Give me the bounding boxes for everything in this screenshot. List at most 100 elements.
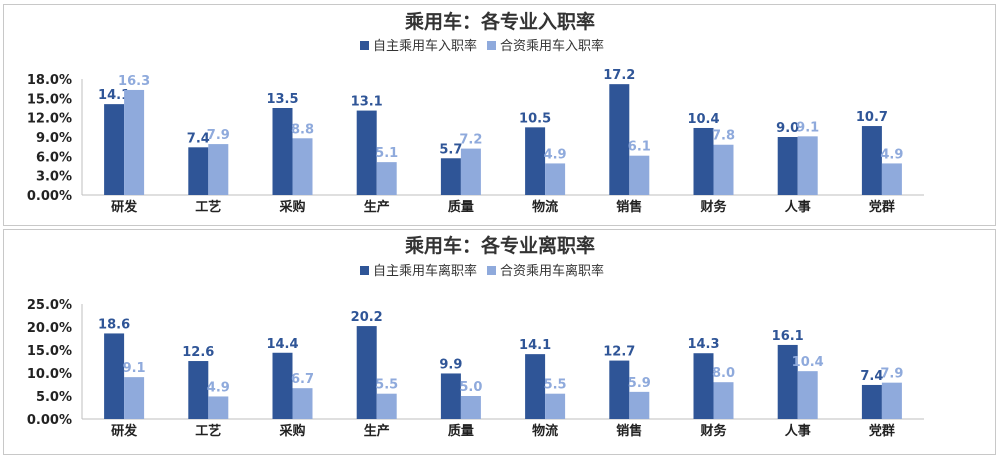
turnover-bar-joint-6	[545, 393, 566, 419]
hiring-data-label: 13.5	[266, 92, 298, 107]
hiring-legend-label-1: 自主乘用车入职率	[373, 38, 477, 54]
hiring-x-category-label: 物流	[532, 199, 558, 215]
turnover-bar-domestic-6	[525, 354, 546, 419]
turnover-y-tick-label: 5.0%	[36, 390, 72, 405]
hiring-bar-joint-7	[629, 155, 650, 195]
hiring-data-label: 4.9	[880, 147, 903, 162]
hiring-x-category-label: 研发	[111, 199, 138, 215]
turnover-x-category-label: 质量	[448, 423, 474, 439]
hiring-bar-joint-1	[124, 89, 145, 195]
hiring-y-tick-label: 9.0%	[36, 131, 72, 146]
hiring-x-category-label: 销售	[616, 199, 642, 215]
turnover-bar-joint-2	[208, 396, 229, 419]
turnover-legend-label-1: 自主乘用车离职率	[373, 263, 477, 279]
turnover-bar-domestic-3	[272, 352, 293, 419]
hiring-bar-joint-8	[713, 144, 734, 195]
turnover-legend-swatch-2	[487, 266, 496, 275]
hiring-bar-domestic-10	[861, 126, 882, 195]
hiring-bar-domestic-4	[356, 110, 377, 195]
turnover-bar-domestic-5	[440, 373, 461, 419]
turnover-bar-joint-4	[376, 393, 397, 419]
hiring-chart-title: 乘用车：各专业入职率	[404, 10, 595, 33]
hiring-y-tick-label: 3.0%	[36, 170, 72, 185]
turnover-x-category-label: 党群	[869, 423, 895, 439]
hiring-bar-joint-9	[797, 136, 818, 195]
turnover-bar-joint-9	[797, 371, 818, 419]
turnover-data-label: 5.9	[628, 376, 651, 391]
hiring-bar-joint-5	[460, 148, 481, 195]
turnover-bar-domestic-4	[356, 326, 377, 419]
hiring-data-label: 7.4	[187, 131, 210, 146]
hiring-bar-domestic-9	[777, 137, 798, 195]
turnover-chart-title: 乘用车：各专业离职率	[404, 234, 595, 257]
turnover-y-tick-label: 0.00%	[27, 413, 72, 428]
turnover-y-tick-label: 15.0%	[27, 344, 72, 359]
turnover-data-label: 12.7	[603, 345, 635, 360]
turnover-x-category-label: 销售	[616, 423, 642, 439]
hiring-data-label: 10.5	[519, 111, 551, 126]
hiring-y-tick-label: 18.0%	[27, 73, 72, 88]
hiring-data-label: 4.9	[544, 147, 567, 162]
turnover-y-tick-label: 25.0%	[27, 298, 72, 313]
turnover-bar-joint-10	[881, 382, 902, 419]
hiring-legend-swatch-2	[487, 41, 496, 50]
hiring-bar-domestic-2	[188, 147, 209, 195]
turnover-bar-domestic-2	[188, 361, 209, 419]
turnover-data-label: 12.6	[182, 345, 214, 360]
hiring-bar-joint-2	[208, 144, 229, 195]
turnover-data-label: 20.2	[351, 310, 383, 325]
hiring-legend-swatch-1	[360, 41, 369, 50]
turnover-data-label: 9.9	[439, 357, 462, 372]
turnover-data-label: 18.6	[98, 317, 130, 332]
turnover-data-label: 16.1	[772, 329, 804, 344]
hiring-x-category-label: 财务	[700, 199, 727, 215]
turnover-data-label: 4.9	[207, 380, 230, 395]
hiring-data-label: 9.0	[776, 121, 799, 136]
hiring-data-label: 17.2	[603, 68, 635, 83]
turnover-legend-swatch-1	[360, 266, 369, 275]
turnover-x-category-label: 采购	[278, 423, 305, 439]
turnover-x-category-label: 工艺	[195, 423, 221, 439]
turnover-bar-joint-5	[460, 396, 481, 419]
turnover-bar-joint-7	[629, 391, 650, 419]
turnover-x-category-label: 人事	[785, 423, 811, 439]
hiring-bar-domestic-6	[525, 127, 546, 195]
turnover-bar-joint-1	[124, 377, 145, 419]
hiring-bar-domestic-8	[693, 127, 714, 195]
hiring-bar-domestic-5	[440, 158, 461, 195]
hiring-x-category-label: 党群	[869, 199, 895, 215]
hiring-data-label: 5.1	[375, 146, 398, 161]
turnover-x-category-label: 财务	[700, 423, 727, 439]
hiring-data-label: 7.2	[459, 133, 482, 148]
hiring-x-category-label: 质量	[448, 199, 474, 215]
turnover-data-label: 5.5	[544, 378, 567, 393]
hiring-y-tick-label: 0.00%	[27, 189, 72, 204]
turnover-bar-domestic-10	[861, 384, 882, 419]
turnover-bar-domestic-7	[609, 360, 630, 419]
hiring-data-label: 6.1	[628, 140, 651, 155]
hiring-legend-label-2: 合资乘用车入职率	[500, 38, 604, 54]
turnover-x-category-label: 生产	[364, 423, 390, 439]
hiring-data-label: 16.3	[118, 74, 150, 89]
hiring-data-label: 5.7	[439, 142, 462, 157]
hiring-data-label: 7.9	[207, 128, 230, 143]
turnover-y-tick-label: 10.0%	[27, 367, 72, 382]
turnover-bar-domestic-9	[777, 344, 798, 419]
hiring-bar-joint-3	[292, 138, 313, 195]
turnover-bar-domestic-1	[104, 333, 125, 419]
hiring-x-category-label: 采购	[278, 199, 305, 215]
hiring-y-tick-label: 6.0%	[36, 150, 72, 165]
turnover-bar-joint-8	[713, 382, 734, 419]
hiring-bar-domestic-1	[104, 104, 125, 195]
turnover-data-label: 5.5	[375, 378, 398, 393]
turnover-y-tick-label: 20.0%	[27, 321, 72, 336]
turnover-data-label: 8.0	[712, 366, 735, 381]
hiring-x-category-label: 工艺	[195, 199, 221, 215]
hiring-y-tick-label: 12.0%	[27, 112, 72, 127]
turnover-x-category-label: 研发	[111, 423, 138, 439]
turnover-legend-label-2: 合资乘用车离职率	[500, 263, 604, 279]
hiring-bar-joint-4	[376, 162, 397, 195]
turnover-data-label: 5.0	[459, 380, 482, 395]
